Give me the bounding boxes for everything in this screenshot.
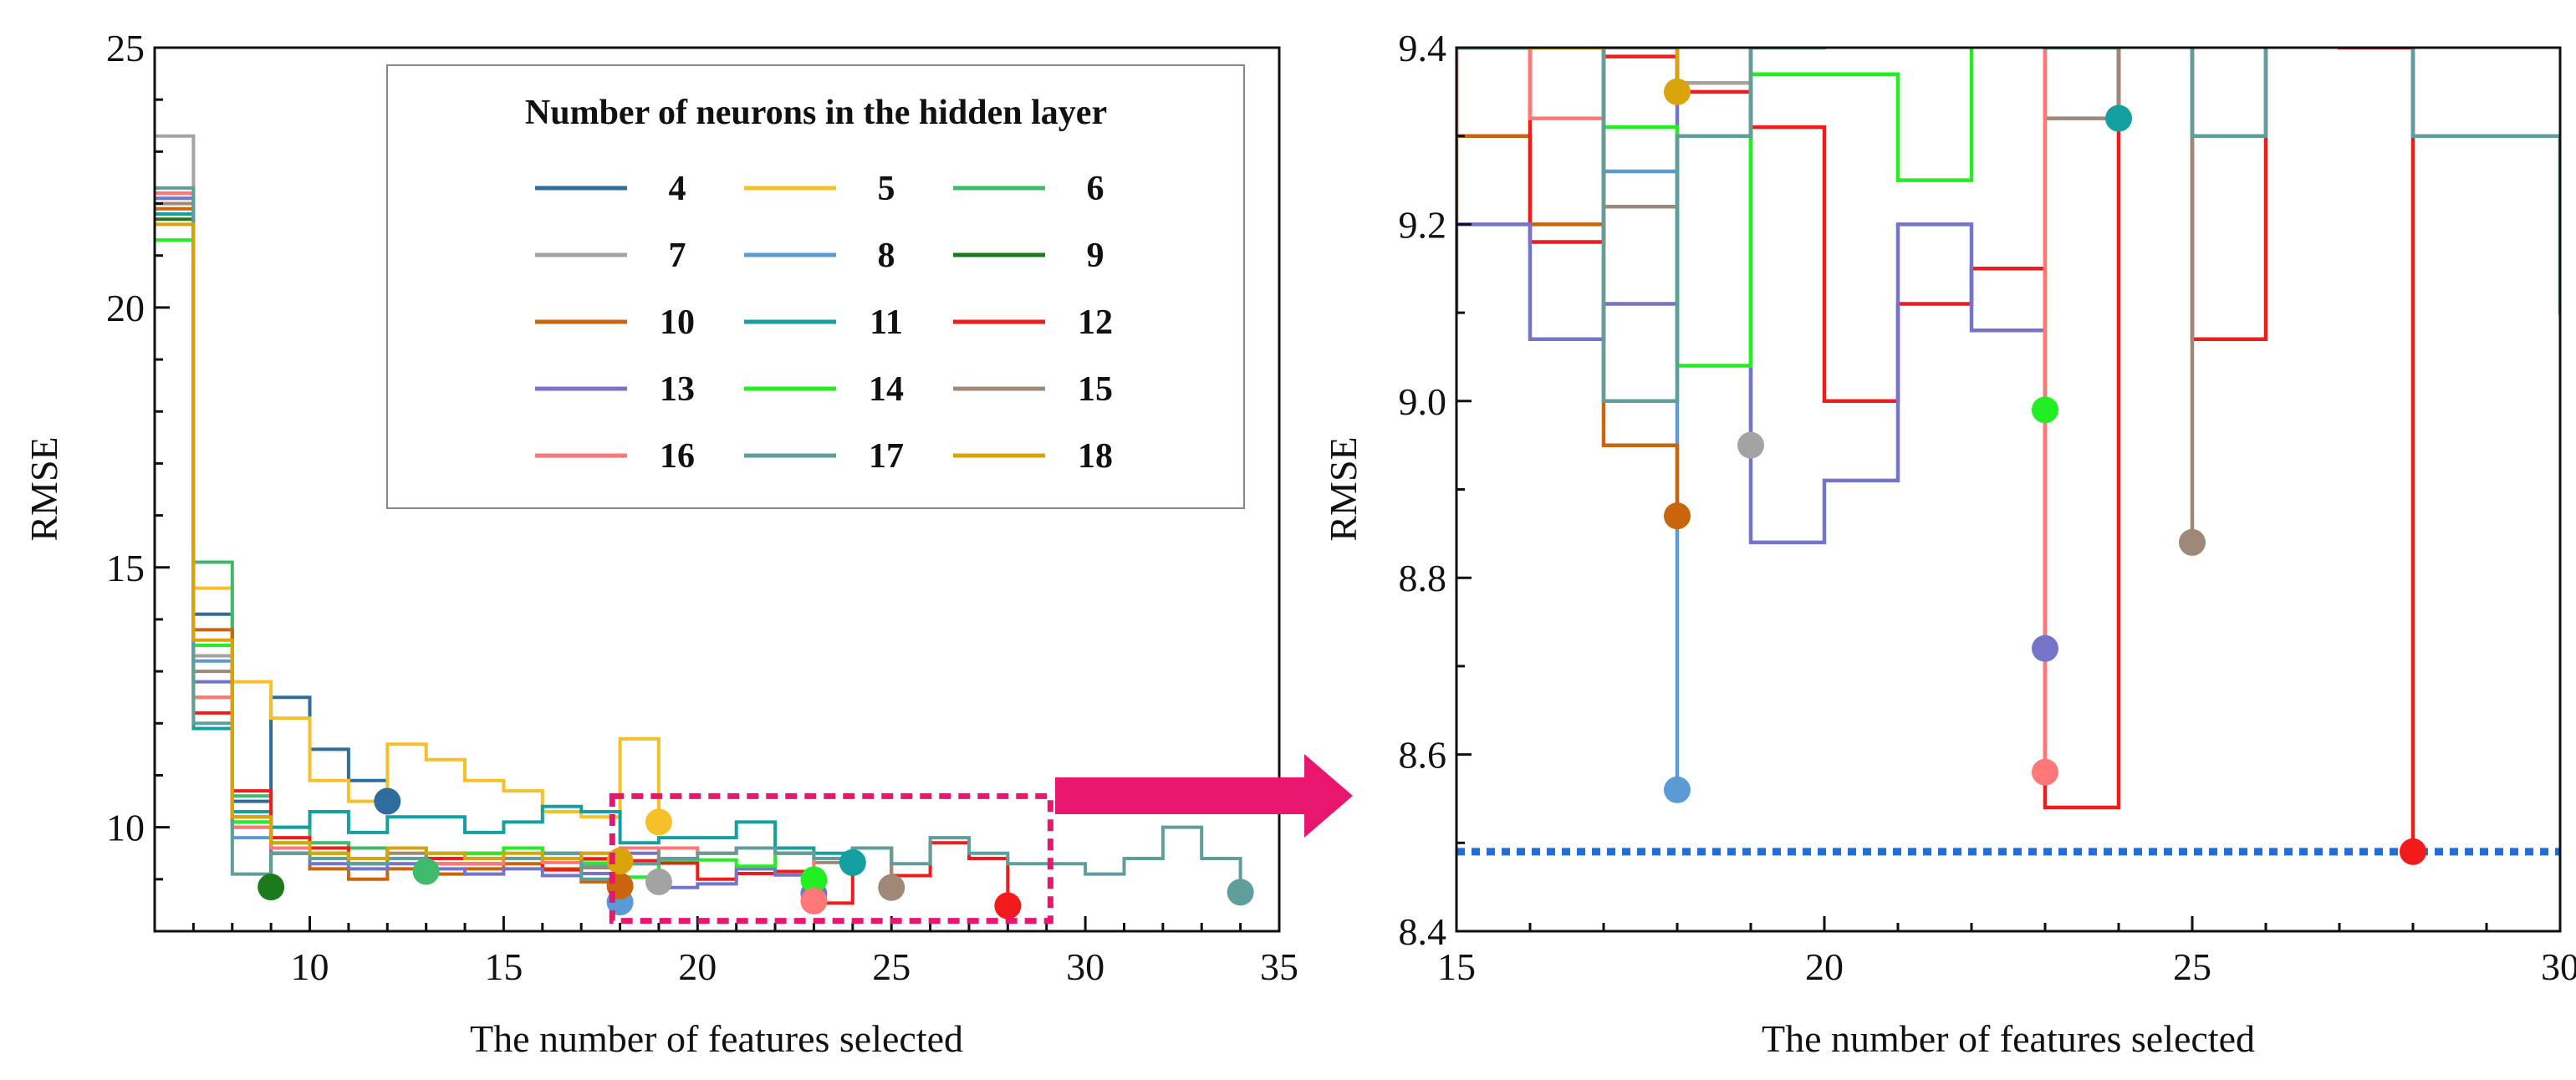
legend-label-13: 13 [660, 370, 695, 409]
zoom-best-point-12 [2400, 838, 2426, 865]
zoom-best-point-8 [1664, 776, 1691, 803]
series-line-18 [155, 222, 622, 862]
best-point-16 [800, 887, 828, 914]
y-tick-label: 15 [106, 547, 145, 589]
series-line-5 [155, 196, 661, 823]
x-tick-label: 30 [1066, 945, 1104, 988]
legend-label-8: 8 [878, 237, 895, 275]
zoom-series-line-14 [1601, 48, 2048, 410]
zoom-best-point-13 [2032, 634, 2058, 662]
full-view-axes-frame [153, 46, 1281, 933]
legend-label-4: 4 [669, 170, 686, 208]
zoom-best-point-18 [1664, 78, 1691, 105]
x-tick-label: 15 [484, 945, 523, 988]
zoom-region-box [609, 792, 1053, 925]
legend-label-18: 18 [1078, 437, 1113, 476]
best-point-11 [839, 848, 866, 876]
full-view-axes: 10 15 20 25 30 35 10 15 20 25 [106, 27, 1298, 988]
y-tick-label: 25 [106, 27, 145, 69]
best-point-4 [374, 787, 401, 815]
legend-label-17: 17 [869, 437, 904, 476]
zoomed-view-x-axis-title: The number of features selected [1762, 1017, 2255, 1060]
zoomed-view-axes-frame [1455, 46, 2562, 933]
zoom-series-line-13 [1456, 48, 2048, 649]
full-view-x-axis-title: The number of features selected [470, 1017, 963, 1060]
zoom-arrow [1055, 754, 1353, 838]
legend: Number of neurons in the hidden layer 4 5… [386, 64, 1245, 509]
best-point-15 [878, 874, 905, 901]
legend-label-10: 10 [660, 303, 695, 342]
best-point-7 [645, 868, 672, 895]
legend-title: Number of neurons in the hidden layer [525, 94, 1107, 132]
zoom-best-point-11 [2105, 104, 2132, 132]
zoom-y-tick-label: 8.8 [1399, 557, 1447, 599]
best-point-6 [412, 858, 440, 885]
best-point-12 [994, 892, 1022, 920]
zoom-x-tick-label: 15 [1437, 945, 1476, 988]
zoom-best-point-15 [2179, 528, 2206, 556]
legend-label-11: 11 [870, 303, 903, 342]
zoom-best-point-14 [2032, 396, 2058, 424]
x-tick-label: 25 [872, 945, 911, 988]
series-line-6 [155, 212, 428, 872]
zoom-y-tick-label: 8.4 [1399, 910, 1447, 953]
best-point-9 [258, 874, 285, 901]
legend-items: 4 5 6 7 8 9 10 11 12 13 14 15 16 17 18 [535, 170, 1113, 476]
zoom-y-tick-label: 9.0 [1399, 380, 1447, 423]
series-line-9 [155, 217, 273, 888]
zoomed-view-y-axis-title: RMSE [1322, 436, 1365, 541]
zoom-x-tick-label: 20 [1805, 945, 1844, 988]
legend-label-16: 16 [660, 437, 695, 476]
zoom-best-point-10 [1664, 502, 1691, 530]
zoom-best-point-16 [2032, 758, 2058, 786]
y-tick-label: 20 [106, 287, 145, 329]
best-point-5 [645, 808, 672, 836]
zoom-x-tick-label: 30 [2541, 945, 2576, 988]
x-tick-label: 35 [1260, 945, 1298, 988]
legend-label-15: 15 [1078, 370, 1113, 409]
zoomed-view-markers [1664, 78, 2426, 865]
best-point-17 [1227, 879, 1254, 906]
zoom-y-tick-label: 9.2 [1399, 203, 1447, 246]
best-point-14 [800, 866, 828, 894]
legend-label-9: 9 [1087, 237, 1104, 275]
full-view-panel: 10 15 20 25 30 35 10 15 20 25 The number of featu… [23, 27, 1298, 1060]
legend-box [386, 64, 1245, 509]
zoom-y-tick-label: 9.4 [1399, 27, 1447, 69]
full-view-y-axis-title: RMSE [23, 436, 65, 541]
zoomed-view-panel: 15 20 25 30 8.4 8.6 8.8 9.0 9.2 9.4 The number of… [1322, 27, 2576, 1060]
x-tick-label: 20 [678, 945, 717, 988]
legend-label-14: 14 [869, 370, 904, 409]
zoom-best-point-7 [1737, 431, 1764, 459]
legend-label-12: 12 [1078, 303, 1113, 342]
legend-label-5: 5 [878, 170, 895, 208]
zoom-y-tick-label: 8.6 [1399, 734, 1447, 777]
zoomed-view-axes: 15 20 25 30 8.4 8.6 8.8 9.0 9.2 9.4 [1399, 27, 2576, 988]
zoom-x-tick-label: 25 [2173, 945, 2211, 988]
zoomed-view-plot-area [1456, 48, 2560, 856]
legend-label-7: 7 [669, 237, 686, 275]
x-tick-label: 10 [291, 945, 329, 988]
legend-label-6: 6 [1087, 170, 1104, 208]
y-tick-label: 10 [106, 807, 145, 849]
